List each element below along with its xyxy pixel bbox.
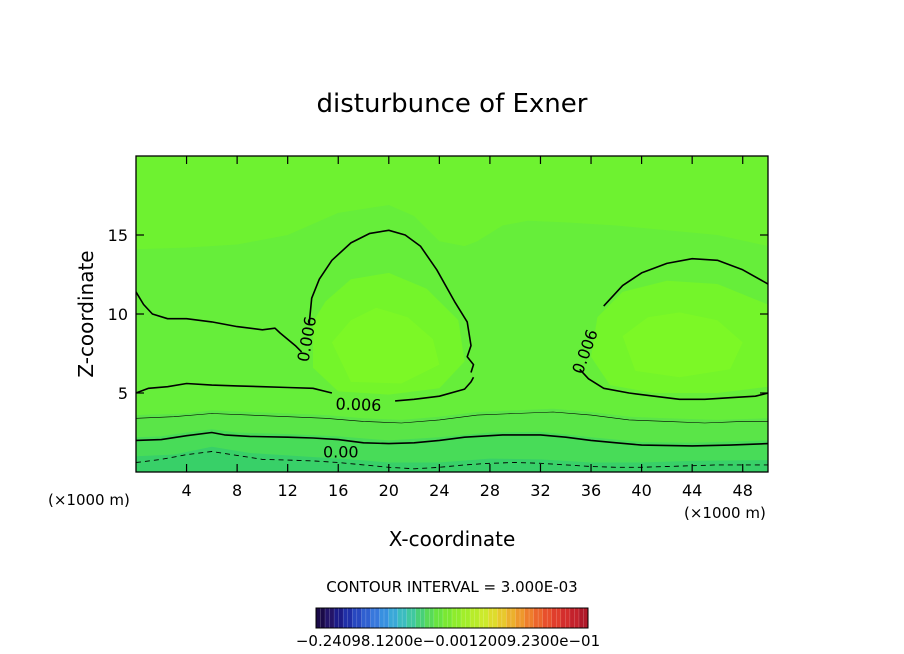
colorbar-labels: −0.24098.1200e−0.0012009.2300e−01 (296, 632, 600, 650)
colorbar-swatch-22 (515, 608, 525, 628)
x-tick-label-10: 44 (682, 481, 702, 500)
colorbar-swatch-5 (361, 608, 371, 628)
chart-title: disturbunce of Exner (317, 89, 588, 119)
contour-label-3: 0.00 (323, 443, 359, 462)
colorbar-swatch-26 (551, 608, 562, 628)
x-tick-label-9: 40 (631, 481, 651, 500)
x-axis: 4 8 12 16 20 24 28 32 36 40 44 48 (181, 156, 753, 500)
x-tick-label-6: 28 (480, 481, 500, 500)
colorbar-swatch-17 (470, 608, 480, 628)
colorbar-swatch-14 (442, 608, 453, 628)
y-tick-label-1: 10 (108, 305, 128, 324)
colorbar-swatch-13 (433, 608, 444, 628)
x-tick-label-4: 20 (379, 481, 399, 500)
colorbar-swatch-20 (497, 608, 507, 628)
colorbar-swatch-1 (325, 608, 335, 628)
colorbar-swatch-6 (370, 608, 380, 628)
fill-band-4 (622, 312, 743, 378)
colorbar-swatch-16 (461, 608, 471, 628)
contour-lines (136, 229, 768, 470)
x-tick-label-8: 36 (581, 481, 601, 500)
colorbar-swatch-29 (578, 608, 589, 628)
x-axis-title: X-coordinate (389, 527, 516, 551)
colorbar-swatch-28 (569, 608, 580, 628)
colorbar-swatch-4 (352, 608, 362, 628)
y-axis-unit: (×1000 m) (48, 491, 130, 509)
colorbar-swatch-12 (424, 608, 435, 628)
contour-line-5 (579, 368, 768, 401)
x-tick-label-11: 48 (733, 481, 753, 500)
contour-fill (136, 156, 768, 472)
contour-line-2 (136, 382, 333, 394)
colorbar-swatch-24 (533, 608, 544, 628)
fill-band-0 (136, 156, 768, 250)
fill-band-3 (331, 307, 440, 384)
contour-line-8 (136, 451, 768, 470)
colorbar-swatch-2 (334, 608, 344, 628)
colorbar-swatch-23 (524, 608, 534, 628)
colorbar-swatch-0 (316, 608, 326, 628)
x-tick-label-7: 32 (530, 481, 550, 500)
colorbar-swatch-10 (406, 608, 417, 628)
colorbar-swatch-27 (560, 608, 571, 628)
x-tick-label-5: 24 (429, 481, 449, 500)
x-tick-label-3: 16 (328, 481, 348, 500)
colorbar (315, 607, 589, 629)
y-axis: 5 10 15 (108, 226, 768, 403)
contour-line-3 (395, 376, 475, 402)
contour-interval-text: CONTOUR INTERVAL = 3.000E-03 (326, 578, 577, 596)
colorbar-swatch-9 (397, 608, 408, 628)
colorbar-swatch-11 (415, 608, 426, 628)
contour-line-4 (603, 257, 768, 307)
contour-line-1 (308, 229, 475, 373)
contour-line-6 (136, 411, 768, 424)
colorbar-swatch-15 (452, 608, 462, 628)
contour-line-7 (136, 431, 768, 447)
colorbar-swatch-8 (388, 608, 398, 628)
colorbar-swatch-3 (343, 608, 353, 628)
y-axis-title: Z-coordinate (74, 250, 98, 377)
x-tick-label-0: 4 (181, 481, 191, 500)
colorbar-frame (315, 607, 589, 629)
colorbar-swatch-19 (488, 608, 498, 628)
x-axis-unit: (×1000 m) (684, 504, 766, 522)
y-tick-label-0: 5 (118, 384, 128, 403)
fill-band-7 (136, 446, 768, 472)
x-tick-label-2: 12 (278, 481, 298, 500)
colorbar-swatch-18 (479, 608, 489, 628)
x-tick-label-1: 8 (232, 481, 242, 500)
colorbar-swatch-21 (506, 608, 516, 628)
contour-label-2: 0.006 (335, 394, 381, 415)
y-tick-label-2: 15 (108, 226, 128, 245)
contour-line-0 (136, 291, 303, 353)
colorbar-swatch-25 (542, 608, 553, 628)
colorbar-swatch-7 (379, 608, 389, 628)
